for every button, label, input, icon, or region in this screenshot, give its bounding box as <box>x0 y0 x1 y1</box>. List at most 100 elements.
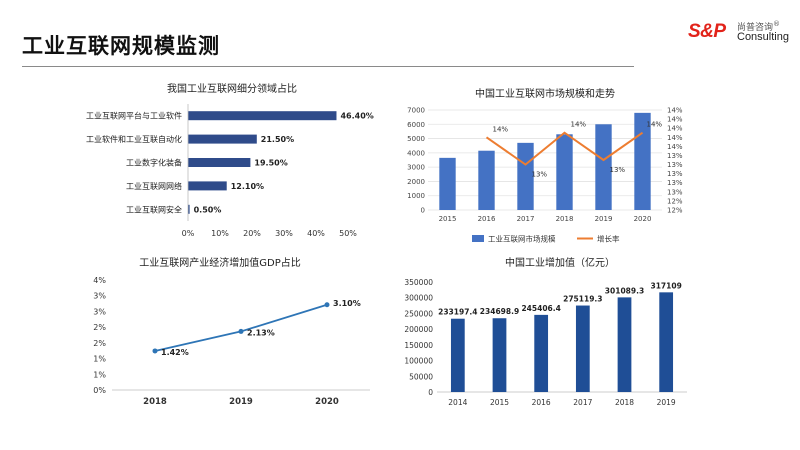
x-tick-label: 20% <box>243 229 261 238</box>
data-label: 19.50% <box>254 159 287 168</box>
x-tick-label: 40% <box>307 229 325 238</box>
data-point <box>152 348 158 354</box>
y-tick-label: 150000 <box>404 341 433 350</box>
bar <box>188 158 251 167</box>
data-label: 1.42% <box>161 348 189 357</box>
x-tick-label: 2018 <box>615 398 634 407</box>
right-axis-tick: 13% <box>667 152 683 160</box>
line-data-label: 13% <box>532 171 548 179</box>
x-tick-label: 2014 <box>448 398 467 407</box>
logo-chinese-name: 尚普咨询® <box>737 20 781 33</box>
data-label: 21.50% <box>261 135 294 144</box>
growth-rate-line <box>485 131 644 166</box>
left-axis-tick: 7000 <box>407 107 425 115</box>
right-axis-tick: 14% <box>667 134 683 142</box>
category-label: 工业数字化装备 <box>126 158 182 168</box>
bar <box>188 134 257 144</box>
legend-swatch-bars <box>472 235 484 242</box>
x-tick-label: 2020 <box>634 215 652 223</box>
y-tick-label: 250000 <box>404 309 433 318</box>
y-tick-label: 2% <box>93 323 106 332</box>
bar <box>617 297 632 392</box>
right-axis-tick: 14% <box>667 107 683 115</box>
segments-bar-chart: 我国工业互联网细分领域占比 0% 10% 20% 30% 40% 50% 工业互联网平台与工业… <box>86 82 374 238</box>
category-label: 工业互联网平台与工业软件 <box>86 111 182 121</box>
y-tick-label: 0 <box>428 388 433 397</box>
right-axis-tick: 14% <box>667 116 683 124</box>
x-tick-label: 2020 <box>315 397 339 407</box>
x-tick-label: 2017 <box>517 215 535 223</box>
bar <box>634 112 651 210</box>
y-tick-label: 3% <box>93 292 106 301</box>
line-data-label: 14% <box>493 125 509 133</box>
x-tick-label: 2018 <box>556 215 574 223</box>
data-label: 233197.4 <box>438 308 477 317</box>
left-axis-tick: 3000 <box>407 164 425 172</box>
line-data-label: 14% <box>571 121 587 129</box>
left-axis-tick: 0 <box>421 207 425 215</box>
data-label: 12.10% <box>231 182 264 191</box>
x-tick-label: 30% <box>275 229 293 238</box>
company-logo: S&P 尚普咨询® Consulting <box>688 20 792 46</box>
x-tick-label: 2015 <box>490 398 509 407</box>
x-tick-label: 2017 <box>573 398 592 407</box>
data-label: 245406.4 <box>521 304 560 313</box>
y-tick-label: 100000 <box>404 357 433 366</box>
y-tick-label: 300000 <box>404 294 433 303</box>
data-label: 301089.3 <box>605 286 644 295</box>
category-label: 工业软件和工业互联自动化 <box>86 134 182 144</box>
bar <box>450 318 465 392</box>
logo-brand: S&P <box>688 21 726 42</box>
line-data-label: 14% <box>647 121 663 129</box>
y-tick-label: 4% <box>93 276 106 285</box>
x-tick-label: 10% <box>211 229 229 238</box>
y-tick-label: 50000 <box>409 372 433 381</box>
chart-title: 中国工业互联网市场规模和走势 <box>475 87 615 100</box>
bar <box>492 318 507 392</box>
industrial-added-value-chart: 中国工业增加值（亿元） 0 50000 100000 150000 200000 25000… <box>404 256 687 407</box>
y-tick-label: 200000 <box>404 325 433 334</box>
right-axis-tick: 14% <box>667 143 683 151</box>
logo-english-name: Consulting <box>737 31 789 43</box>
chart-title: 我国工业互联网细分领域占比 <box>167 82 297 95</box>
y-tick-label: 1% <box>93 370 106 379</box>
chart-title: 中国工业增加值（亿元） <box>505 256 615 269</box>
gdp-share-line <box>154 303 328 352</box>
page-title: 工业互联网规模监测 <box>22 34 220 58</box>
data-label: 234698.9 <box>480 307 519 316</box>
right-axis-tick: 13% <box>667 170 683 178</box>
bar <box>595 124 612 210</box>
right-axis-tick: 12% <box>667 207 683 215</box>
bar <box>439 157 456 210</box>
bar <box>556 134 573 210</box>
bar <box>188 204 190 214</box>
category-label: 工业互联网网络 <box>126 181 182 191</box>
gdp-share-line-chart: 工业互联网产业经济增加值GDP占比 0% 1% 1% 2% 2% 3% 3% 4% 2018 201… <box>93 256 370 407</box>
data-label: 2.13% <box>247 328 275 337</box>
category-label: 工业互联网安全 <box>126 204 182 214</box>
data-point <box>238 328 244 334</box>
y-tick-label: 2% <box>93 339 106 348</box>
right-axis-tick: 12% <box>667 197 683 205</box>
x-tick-label: 2019 <box>595 215 613 223</box>
data-point <box>324 302 330 308</box>
right-axis-tick: 13% <box>667 188 683 196</box>
left-axis-tick: 5000 <box>407 135 425 143</box>
right-axis-tick: 13% <box>667 161 683 169</box>
data-label: 275119.3 <box>563 295 602 304</box>
data-label: 317109 <box>651 281 682 290</box>
y-tick-label: 1% <box>93 355 106 364</box>
bar <box>188 111 337 121</box>
x-tick-label: 50% <box>339 229 357 238</box>
y-tick-label: 350000 <box>404 278 433 287</box>
x-tick-label: 2018 <box>143 397 167 407</box>
bar <box>478 150 495 210</box>
data-label: 46.40% <box>340 112 373 121</box>
left-axis-tick: 1000 <box>407 192 425 200</box>
legend-label-bars: 工业互联网市场规模 <box>488 234 556 244</box>
x-tick-label: 2015 <box>439 215 457 223</box>
x-tick-label: 2016 <box>478 215 496 223</box>
right-axis-tick: 14% <box>667 125 683 133</box>
left-axis-tick: 6000 <box>407 121 425 129</box>
left-axis-tick: 2000 <box>407 178 425 186</box>
